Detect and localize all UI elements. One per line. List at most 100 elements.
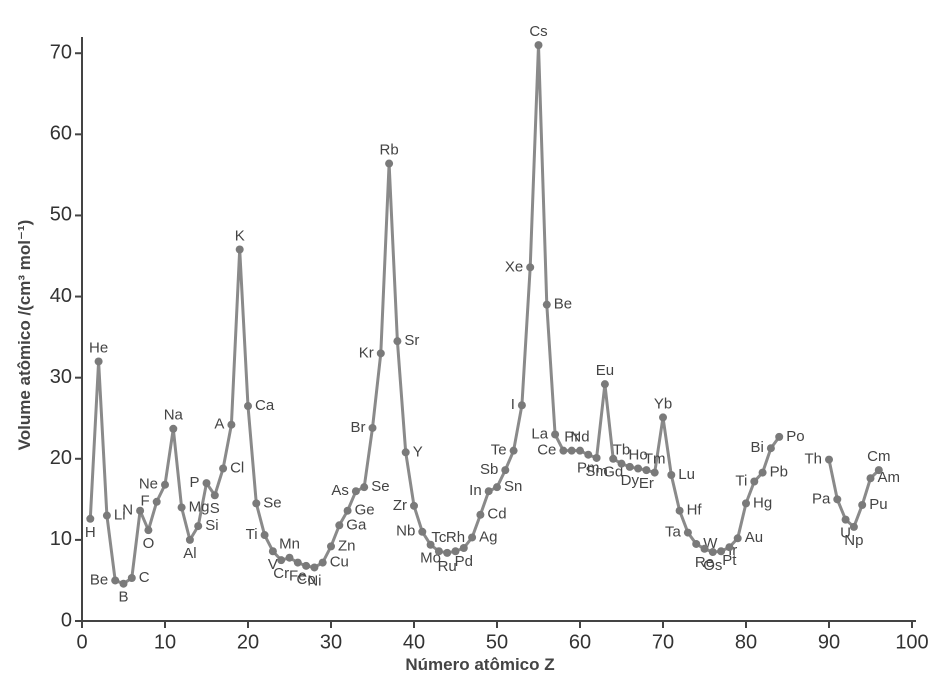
data-point [468,533,477,542]
data-point [534,41,543,50]
data-point [227,420,236,429]
data-point [235,245,244,254]
data-point [268,547,277,556]
point-label: Th [804,451,822,468]
x-tick-label: 90 [818,631,840,653]
data-point [385,159,394,168]
data-point [327,542,335,551]
data-point [210,491,219,500]
point-label: Br [351,419,366,436]
data-point [177,503,186,512]
data-point [459,544,468,552]
point-label: Lu [678,466,695,483]
data-point [559,446,568,455]
data-point [717,547,726,556]
data-point [609,454,618,463]
data-point [841,515,850,524]
data-point [849,522,858,531]
point-label: In [469,482,482,499]
data-point [600,380,609,389]
x-tick-label: 30 [320,631,342,653]
data-point [318,558,327,567]
data-point [368,423,377,432]
x-tick-label: 50 [486,631,508,653]
point-label: Xe [505,258,523,275]
x-tick-label: 0 [76,631,87,653]
data-point [825,455,833,464]
point-label: Ag [479,528,497,545]
data-point [426,540,435,549]
data-point [161,480,169,489]
data-point [111,576,120,585]
x-tick-label: 40 [403,631,425,653]
x-tick-label: 20 [237,631,259,653]
point-label: Ca [255,397,275,414]
data-point [733,534,742,543]
data-point [410,501,418,510]
point-label: S [210,500,220,517]
point-label: Pd [455,553,473,570]
data-point [617,459,626,468]
point-label: N [122,502,133,519]
point-label: Nd [570,429,589,446]
point-label: Cs [529,23,547,40]
data-point [202,479,211,488]
x-tick-label: 80 [735,631,757,653]
point-label: B [118,589,128,606]
point-label: Hf [687,502,703,519]
point-label: Y [413,443,423,460]
data-point [642,466,651,475]
data-point [576,446,584,455]
data-point [517,401,526,410]
data-point [302,561,311,570]
data-point [310,563,319,572]
data-point [866,474,875,483]
data-point [152,497,161,506]
y-tick-label: 40 [50,285,72,307]
point-label: Pu [869,496,887,513]
point-label: Dy [621,472,640,489]
point-label: Pa [812,490,831,507]
point-label: Tb [613,442,631,459]
point-label: P [189,474,199,491]
point-label: Ru [438,558,457,575]
point-label: Ce [537,442,556,459]
data-point [376,349,385,358]
point-label: Ta [665,524,682,541]
data-point [476,510,485,519]
data-point [351,487,360,496]
data-point [501,466,510,475]
point-label: Sn [504,478,522,495]
point-label: Ti [735,472,747,489]
point-label: La [531,425,548,442]
data-point [526,263,535,272]
data-point [858,501,867,510]
point-label: Te [491,442,507,459]
point-label: Hg [753,494,772,511]
data-point [335,521,344,530]
data-point [775,432,784,441]
point-label: Ho [629,446,648,463]
point-label: Be [554,296,572,313]
point-label: Mn [279,536,300,553]
point-label: Li [114,507,126,524]
point-label: Re [695,554,714,571]
point-label: Os [703,557,722,574]
point-label: Eu [596,362,614,379]
point-label: Yb [654,395,672,412]
data-point [102,511,111,520]
point-label: Ni [307,572,321,589]
data-point [393,337,402,346]
point-label: Pt [722,552,737,569]
data-point [169,424,178,433]
point-label: Er [639,475,654,492]
point-label: Cm [867,448,890,465]
y-axis-label: Volume atômico /(cm³ mol⁻¹) [15,220,34,451]
point-label: Nb [396,523,415,540]
point-label: Np [844,532,863,549]
point-label: Se [263,494,281,511]
data-point [567,446,576,455]
data-point [650,468,659,477]
data-point [667,471,676,479]
point-label: Sb [480,461,498,478]
